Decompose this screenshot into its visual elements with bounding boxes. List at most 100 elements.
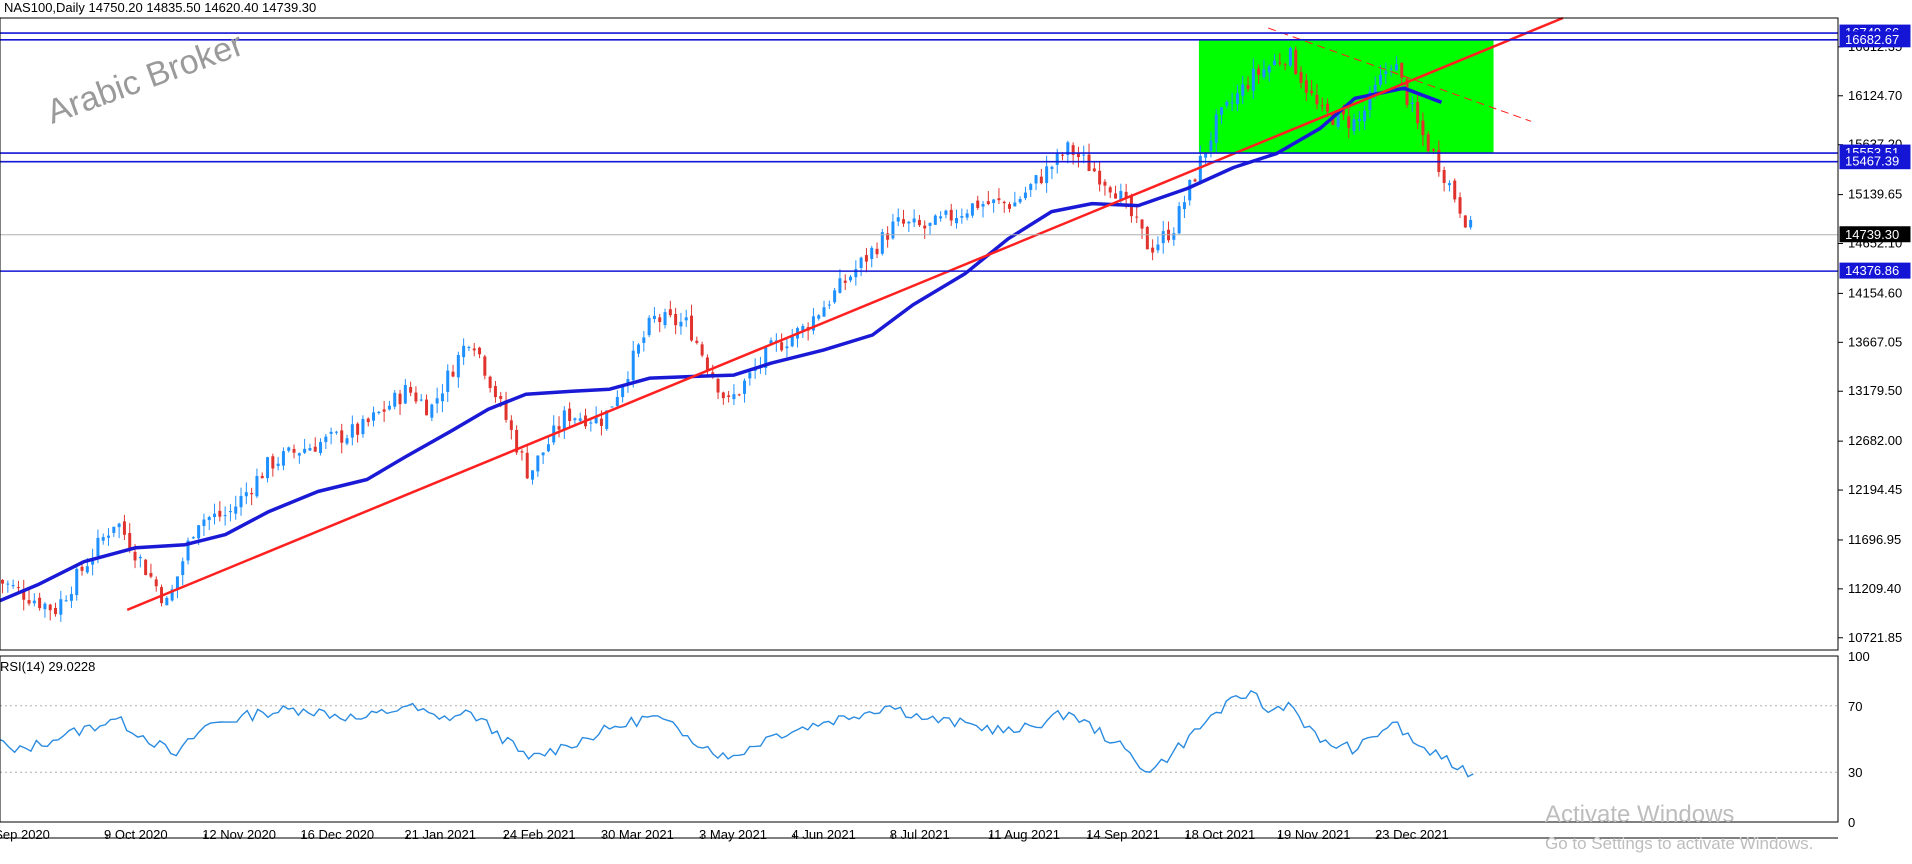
- candle-body: [1013, 202, 1017, 207]
- candle-body: [970, 203, 974, 216]
- candle-body: [456, 355, 460, 378]
- price-plot-frame: [0, 17, 1839, 651]
- candle-body: [234, 506, 238, 514]
- candle-body: [679, 321, 683, 327]
- candle-body: [928, 222, 932, 226]
- candle-body: [817, 315, 821, 319]
- candle-body: [727, 395, 731, 398]
- candle-body: [515, 429, 519, 453]
- candle-body: [1002, 201, 1006, 204]
- x-tick-label: Sep 2020: [0, 827, 50, 842]
- candle-body: [705, 357, 709, 370]
- candle-body: [589, 422, 593, 424]
- candle-body: [1156, 244, 1160, 251]
- candle-body: [1315, 94, 1319, 105]
- candle-body: [1092, 168, 1096, 172]
- candle-body: [1182, 202, 1186, 210]
- candle-body: [1108, 187, 1112, 193]
- x-tick-label: 8 Jul 2021: [890, 827, 950, 842]
- candle-body: [1469, 219, 1473, 228]
- level-price-label: 16682.67: [1845, 32, 1899, 47]
- y-tick-label: 16124.70: [1848, 88, 1902, 103]
- candle-body: [743, 380, 747, 394]
- candle-body: [658, 317, 662, 323]
- candle-body: [356, 423, 360, 435]
- candle-body: [1288, 47, 1292, 66]
- y-tick-label: 15139.65: [1848, 187, 1902, 202]
- candle-body: [1453, 180, 1457, 200]
- candle-body: [1368, 91, 1372, 111]
- candle-body: [1220, 107, 1224, 115]
- candle-body: [1447, 183, 1451, 186]
- candle-body: [1400, 62, 1404, 78]
- candle-body: [684, 317, 688, 321]
- candle-body: [488, 376, 492, 388]
- candle-body: [1421, 120, 1425, 136]
- candle-body: [621, 385, 625, 398]
- candle-body: [1235, 93, 1239, 104]
- candle-body: [1124, 191, 1128, 199]
- candle-body: [107, 535, 111, 538]
- candle-body: [64, 600, 68, 602]
- candle-body: [854, 269, 858, 278]
- candle-body: [610, 406, 614, 408]
- candle-body: [144, 559, 148, 576]
- candle-body: [366, 418, 370, 423]
- candle-body: [467, 347, 471, 349]
- resistance-zone[interactable]: [1198, 39, 1494, 154]
- candle-body: [615, 396, 619, 407]
- candle-body: [1357, 118, 1361, 122]
- candle-body: [372, 412, 376, 421]
- candle-body: [186, 540, 190, 561]
- candle-body: [1034, 175, 1038, 184]
- candle-body: [525, 452, 529, 479]
- candle-body: [303, 448, 307, 453]
- candle-body: [822, 307, 826, 317]
- candle-body: [690, 315, 694, 341]
- candle-body: [594, 415, 598, 424]
- candle-body: [271, 456, 275, 469]
- rsi-panel[interactable]: [0, 690, 1838, 778]
- candle-body: [1055, 153, 1059, 165]
- current-price-label-box: [1839, 226, 1911, 243]
- candle-body: [1, 579, 5, 584]
- rsi-y-tick-label: 30: [1848, 765, 1862, 780]
- candle-body: [425, 399, 429, 416]
- candle-body: [276, 463, 280, 467]
- candle-body: [716, 378, 720, 393]
- candle-body: [340, 430, 344, 443]
- candle-body: [976, 200, 980, 208]
- candle-body: [668, 309, 672, 316]
- candle-body: [531, 470, 535, 480]
- moving-average-line[interactable]: [0, 86, 1443, 603]
- candle-body: [1161, 231, 1165, 244]
- candle-body: [239, 495, 243, 508]
- candle-body: [811, 316, 815, 331]
- candle-body: [1241, 84, 1245, 96]
- rising-trend-line[interactable]: [126, 16, 1564, 612]
- level-price-label: 15467.39: [1845, 154, 1899, 169]
- candle-body: [202, 519, 206, 526]
- candle-body: [859, 257, 863, 268]
- candle-body: [1283, 64, 1287, 66]
- candle-body: [207, 517, 211, 521]
- candle-body: [870, 247, 874, 260]
- x-tick-label: 16 Dec 2020: [300, 827, 374, 842]
- rsi-y-tick-label: 70: [1848, 699, 1862, 714]
- candle-body: [1463, 215, 1467, 228]
- rsi-y-tick-label: 0: [1848, 815, 1855, 830]
- candle-body: [1018, 199, 1022, 203]
- price-panel[interactable]: [0, 16, 1838, 622]
- candle-body: [578, 418, 582, 421]
- rsi-line[interactable]: [0, 690, 1474, 778]
- candle-body: [1145, 227, 1149, 250]
- x-tick-label: 23 Dec 2021: [1375, 827, 1449, 842]
- candle-body: [1008, 204, 1012, 209]
- dashed-trend-line[interactable]: [1268, 27, 1532, 122]
- candle-body: [223, 515, 227, 517]
- candle-body: [255, 476, 259, 497]
- x-tick-label: 4 Jun 2021: [791, 827, 855, 842]
- candle-body: [32, 600, 36, 604]
- candle-body: [1029, 184, 1033, 190]
